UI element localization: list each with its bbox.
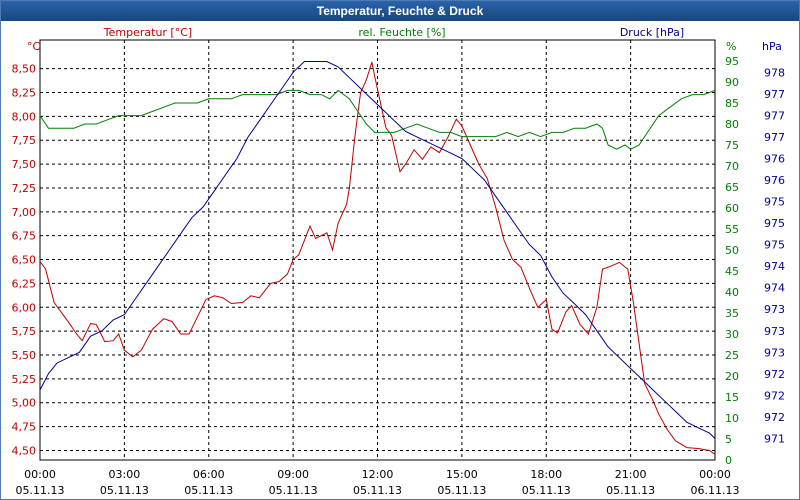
pressure-tick-label: 975	[764, 239, 785, 252]
humidity-tick-label: 80	[725, 118, 739, 131]
humidity-tick-label: 5	[725, 433, 732, 446]
x-tick-date: 05.11.13	[16, 484, 65, 497]
x-tick-date: 05.11.13	[437, 484, 486, 497]
x-tick-time: 18:00	[530, 468, 562, 481]
humidity-tick-label: 35	[725, 307, 739, 320]
series-line-pressure	[39, 61, 716, 439]
humidity-tick-label: 10	[725, 412, 739, 425]
temperature-tick-label: 8,00	[12, 110, 37, 123]
humidity-tick-label: 30	[725, 328, 739, 341]
temperature-axis-title: Temperatur [°C]	[103, 26, 192, 39]
temperature-tick-label: 7,75	[12, 134, 37, 147]
humidity-tick-label: 0	[725, 454, 732, 467]
humidity-tick-label: 85	[725, 97, 739, 110]
temperature-tick-label: 5,50	[12, 349, 37, 362]
temperature-tick-label: 6,00	[12, 301, 37, 314]
pressure-tick-label: 973	[764, 346, 785, 359]
humidity-tick-label: 70	[725, 160, 739, 173]
pressure-tick-label: 971	[764, 432, 785, 445]
pressure-tick-label: 972	[764, 411, 785, 424]
humidity-tick-label: 55	[725, 223, 739, 236]
temperature-tick-label: 7,50	[12, 158, 37, 171]
x-tick-date: 05.11.13	[269, 484, 318, 497]
series-line-humidity	[39, 89, 716, 150]
temperature-tick-label: 5,00	[12, 397, 37, 410]
temperature-tick-label: 7,25	[12, 182, 37, 195]
x-tick-date: 05.11.13	[606, 484, 655, 497]
x-tick-date: 05.11.13	[184, 484, 233, 497]
x-tick-date: 05.11.13	[522, 484, 571, 497]
pressure-tick-label: 973	[764, 325, 785, 338]
temperature-axis-unit: °C	[27, 40, 41, 53]
pressure-tick-label: 977	[764, 109, 785, 122]
pressure-tick-label: 974	[764, 260, 785, 273]
humidity-axis-unit: %	[726, 40, 736, 53]
pressure-tick-label: 972	[764, 368, 785, 381]
x-tick-date: 05.11.13	[100, 484, 149, 497]
pressure-tick-label: 972	[764, 389, 785, 402]
humidity-tick-label: 45	[725, 265, 739, 278]
pressure-tick-label: 975	[764, 217, 785, 230]
x-tick-time: 21:00	[615, 468, 647, 481]
humidity-tick-label: 90	[725, 76, 739, 89]
temperature-tick-label: 8,25	[12, 87, 37, 100]
chart-title: Temperatur, Feuchte & Druck	[1, 1, 799, 21]
pressure-tick-label: 977	[764, 88, 785, 101]
x-tick-time: 09:00	[277, 468, 309, 481]
temperature-tick-label: 6,75	[12, 230, 37, 243]
humidity-tick-label: 25	[725, 349, 739, 362]
humidity-tick-label: 50	[725, 244, 739, 257]
humidity-axis-title: rel. Feuchte [%]	[358, 26, 445, 39]
x-tick-time: 12:00	[362, 468, 394, 481]
pressure-tick-label: 974	[764, 282, 785, 295]
temperature-tick-label: 7,00	[12, 206, 37, 219]
humidity-tick-label: 95	[725, 55, 739, 68]
x-tick-time: 06:00	[193, 468, 225, 481]
humidity-tick-label: 65	[725, 181, 739, 194]
temperature-tick-label: 4,75	[12, 421, 37, 434]
humidity-tick-label: 20	[725, 370, 739, 383]
humidity-tick-label: 40	[725, 286, 739, 299]
temperature-tick-label: 4,50	[12, 444, 37, 457]
pressure-tick-label: 978	[764, 66, 785, 79]
temperature-tick-label: 8,50	[12, 63, 37, 76]
x-tick-date: 06.11.13	[691, 484, 740, 497]
pressure-axis-unit: hPa	[762, 40, 782, 53]
pressure-tick-label: 973	[764, 303, 785, 316]
x-tick-time: 00:00	[699, 468, 731, 481]
temperature-tick-label: 5,75	[12, 325, 37, 338]
pressure-axis-title: Druck [hPa]	[620, 26, 684, 39]
temperature-tick-label: 6,25	[12, 277, 37, 290]
pressure-tick-label: 975	[764, 196, 785, 209]
temperature-tick-label: 5,25	[12, 373, 37, 386]
series-line-temperature	[39, 61, 716, 455]
humidity-tick-label: 75	[725, 139, 739, 152]
humidity-tick-label: 15	[725, 391, 739, 404]
pressure-tick-label: 977	[764, 131, 785, 144]
x-tick-time: 00:00	[24, 468, 56, 481]
pressure-tick-label: 976	[764, 152, 785, 165]
humidity-tick-label: 60	[725, 202, 739, 215]
pressure-tick-label: 976	[764, 174, 785, 187]
x-tick-date: 05.11.13	[353, 484, 402, 497]
x-tick-time: 15:00	[446, 468, 478, 481]
x-tick-time: 03:00	[109, 468, 141, 481]
temperature-tick-label: 6,50	[12, 254, 37, 267]
